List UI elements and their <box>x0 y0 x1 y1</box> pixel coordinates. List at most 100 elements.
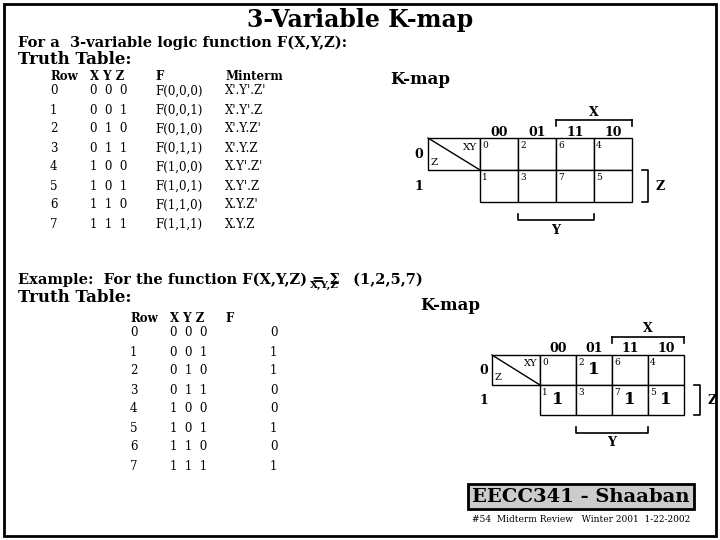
Text: 3: 3 <box>520 173 526 182</box>
Bar <box>648 355 684 385</box>
Text: F(1,1,1): F(1,1,1) <box>155 218 202 231</box>
Text: X: X <box>643 322 653 335</box>
Text: 6: 6 <box>614 358 620 367</box>
Text: 1: 1 <box>660 392 672 408</box>
Text: 1: 1 <box>50 104 58 117</box>
Text: 0: 0 <box>482 141 487 150</box>
Text: 00: 00 <box>549 342 567 355</box>
FancyBboxPatch shape <box>4 4 716 536</box>
Text: 1: 1 <box>624 392 636 408</box>
Text: 0  0  1: 0 0 1 <box>90 104 127 117</box>
Text: 1  0  1: 1 0 1 <box>90 179 127 192</box>
Text: 3: 3 <box>50 141 58 154</box>
Text: F(0,0,0): F(0,0,0) <box>155 84 202 98</box>
Text: 01: 01 <box>585 342 603 355</box>
Text: Row: Row <box>50 70 78 83</box>
Text: 1: 1 <box>552 392 564 408</box>
Text: 1  1  1: 1 1 1 <box>90 218 127 231</box>
Text: 1: 1 <box>482 173 487 182</box>
Text: Y: Y <box>608 436 616 449</box>
Text: X.Y.Z: X.Y.Z <box>225 218 256 231</box>
Bar <box>428 138 480 170</box>
Text: 6: 6 <box>558 141 564 150</box>
Text: 0: 0 <box>130 327 138 340</box>
Text: K-map: K-map <box>390 71 450 89</box>
Text: Truth Table:: Truth Table: <box>18 289 132 307</box>
Text: 3: 3 <box>130 383 138 396</box>
Text: 6: 6 <box>130 441 138 454</box>
Text: K-map: K-map <box>420 296 480 314</box>
Text: 5: 5 <box>650 388 656 397</box>
Text: 1: 1 <box>270 364 277 377</box>
Text: 4: 4 <box>130 402 138 415</box>
Text: X,Y,Z: X,Y,Z <box>310 280 339 289</box>
Text: 1  1  1: 1 1 1 <box>170 460 207 472</box>
Text: 0  1  1: 0 1 1 <box>170 383 207 396</box>
Text: (1,2,5,7): (1,2,5,7) <box>348 273 423 287</box>
Text: 6: 6 <box>50 199 58 212</box>
Bar <box>648 385 684 415</box>
Text: 1: 1 <box>480 394 488 407</box>
Bar <box>540 355 576 385</box>
Text: 7: 7 <box>50 218 58 231</box>
Text: 2: 2 <box>578 358 584 367</box>
Text: 2: 2 <box>520 141 526 150</box>
Text: 1  1  0: 1 1 0 <box>90 199 127 212</box>
Text: For a  3-variable logic function F(X,Y,Z):: For a 3-variable logic function F(X,Y,Z)… <box>18 36 347 50</box>
Text: X'.Y.Z': X'.Y.Z' <box>225 123 262 136</box>
Text: 0: 0 <box>270 383 277 396</box>
Text: X.Y'.Z: X.Y'.Z <box>225 179 260 192</box>
Text: 1: 1 <box>270 422 277 435</box>
Text: F(0,0,1): F(0,0,1) <box>155 104 202 117</box>
Bar <box>480 170 518 202</box>
Text: XY: XY <box>463 143 477 152</box>
Bar <box>612 355 648 385</box>
Text: Z: Z <box>656 179 665 192</box>
Text: 0  0  0: 0 0 0 <box>170 327 207 340</box>
Bar <box>556 170 594 202</box>
Text: Z: Z <box>708 394 717 407</box>
Text: F: F <box>225 312 233 325</box>
Text: XY: XY <box>523 359 537 368</box>
Text: F(1,0,0): F(1,0,0) <box>155 160 202 173</box>
Text: 10: 10 <box>604 125 622 138</box>
Text: 4: 4 <box>650 358 656 367</box>
Text: 1: 1 <box>542 388 548 397</box>
Text: 11: 11 <box>566 125 584 138</box>
Text: X: X <box>589 105 599 118</box>
Bar <box>576 385 612 415</box>
Text: 1  0  0: 1 0 0 <box>90 160 127 173</box>
Text: Minterm: Minterm <box>225 70 283 83</box>
Text: 0  1  0: 0 1 0 <box>90 123 127 136</box>
Bar <box>556 138 594 170</box>
Text: 0  0  1: 0 0 1 <box>170 346 207 359</box>
Text: F(1,0,1): F(1,0,1) <box>155 179 202 192</box>
Bar <box>480 138 518 170</box>
Text: F(1,1,0): F(1,1,0) <box>155 199 202 212</box>
Text: 4: 4 <box>596 141 602 150</box>
Text: 1: 1 <box>270 346 277 359</box>
Text: 11: 11 <box>621 342 639 355</box>
Text: 5: 5 <box>130 422 138 435</box>
Text: X'.Y'.Z: X'.Y'.Z <box>225 104 264 117</box>
Text: F(0,1,1): F(0,1,1) <box>155 141 202 154</box>
Text: 01: 01 <box>528 125 546 138</box>
Text: X Y Z: X Y Z <box>170 312 204 325</box>
Text: 7: 7 <box>614 388 620 397</box>
Text: 3-Variable K-map: 3-Variable K-map <box>247 8 473 32</box>
Bar <box>576 355 612 385</box>
Bar <box>518 138 556 170</box>
Text: 1  0  0: 1 0 0 <box>170 402 207 415</box>
Bar <box>518 170 556 202</box>
Text: Z: Z <box>495 373 502 382</box>
Text: 0: 0 <box>542 358 548 367</box>
Text: 3: 3 <box>578 388 584 397</box>
Text: 2: 2 <box>130 364 138 377</box>
Text: 7: 7 <box>130 460 138 472</box>
FancyBboxPatch shape <box>468 484 694 509</box>
Text: 1: 1 <box>130 346 138 359</box>
Text: X'.Y'.Z': X'.Y'.Z' <box>225 84 266 98</box>
Text: EECC341 - Shaaban: EECC341 - Shaaban <box>472 488 690 506</box>
Text: #54  Midterm Review   Winter 2001  1-22-2002: #54 Midterm Review Winter 2001 1-22-2002 <box>472 516 690 524</box>
Text: 4: 4 <box>50 160 58 173</box>
